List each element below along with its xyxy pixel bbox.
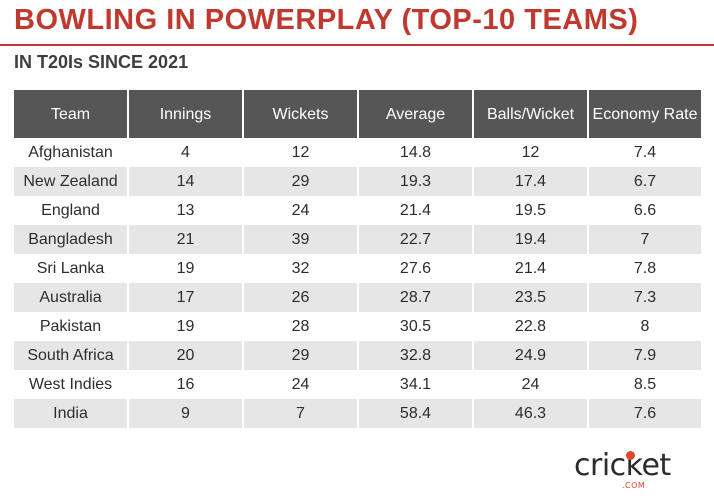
stat-cell: 23.5 xyxy=(474,283,587,312)
stat-cell: 32.8 xyxy=(359,341,472,370)
stat-cell: 21.4 xyxy=(474,254,587,283)
stat-cell: 28 xyxy=(244,312,357,341)
team-name-cell: Afghanistan xyxy=(14,138,127,167)
stat-cell: 29 xyxy=(244,341,357,370)
stat-cell: 19 xyxy=(129,254,242,283)
stat-cell: 7.9 xyxy=(589,341,701,370)
stat-cell: 13 xyxy=(129,196,242,225)
stat-cell: 19.5 xyxy=(474,196,587,225)
team-name-cell: New Zealand xyxy=(14,167,127,196)
team-name-cell: South Africa xyxy=(14,341,127,370)
team-name-cell: Australia xyxy=(14,283,127,312)
stat-cell: 58.4 xyxy=(359,399,472,428)
column-header: Balls/Wicket xyxy=(474,90,587,138)
team-name-cell: England xyxy=(14,196,127,225)
stat-cell: 19.4 xyxy=(474,225,587,254)
stat-cell: 6.7 xyxy=(589,167,701,196)
stat-cell: 21.4 xyxy=(359,196,472,225)
stat-cell: 7 xyxy=(244,399,357,428)
stat-cell: 12 xyxy=(474,138,587,167)
stat-cell: 17.4 xyxy=(474,167,587,196)
column-header: Innings xyxy=(129,90,242,138)
stat-cell: 7.8 xyxy=(589,254,701,283)
cricket-com-logo: cricket .COM xyxy=(574,448,692,490)
team-name-cell: West Indies xyxy=(14,370,127,399)
table-row: Australia 17 26 28.7 23.5 7.3 xyxy=(14,283,701,312)
stat-cell: 26 xyxy=(244,283,357,312)
stat-cell: 39 xyxy=(244,225,357,254)
logo-dot-icon xyxy=(626,451,635,460)
stat-cell: 7.3 xyxy=(589,283,701,312)
table-row: India 9 7 58.4 46.3 7.6 xyxy=(14,399,701,428)
table-body: Afghanistan 4 12 14.8 12 7.4 New Zealand 14 29 19… xyxy=(14,138,701,428)
stat-cell: 22.8 xyxy=(474,312,587,341)
stat-cell: 30.5 xyxy=(359,312,472,341)
stat-cell: 34.1 xyxy=(359,370,472,399)
page-title: BOWLING IN POWERPLAY (TOP-10 TEAMS) xyxy=(14,4,639,36)
stat-cell: 21 xyxy=(129,225,242,254)
stat-cell: 22.7 xyxy=(359,225,472,254)
table-row: Sri Lanka 19 32 27.6 21.4 7.8 xyxy=(14,254,701,283)
team-name-cell: Sri Lanka xyxy=(14,254,127,283)
table-row: South Africa 20 29 32.8 24.9 7.9 xyxy=(14,341,701,370)
table-row: Bangladesh 21 39 22.7 19.4 7 xyxy=(14,225,701,254)
stat-cell: 19.3 xyxy=(359,167,472,196)
table-row: New Zealand 14 29 19.3 17.4 6.7 xyxy=(14,167,701,196)
table-row: Afghanistan 4 12 14.8 12 7.4 xyxy=(14,138,701,167)
team-name-cell: Pakistan xyxy=(14,312,127,341)
stat-cell: 17 xyxy=(129,283,242,312)
stat-cell: 46.3 xyxy=(474,399,587,428)
stat-cell: 28.7 xyxy=(359,283,472,312)
stat-cell: 24 xyxy=(244,196,357,225)
stat-cell: 7.6 xyxy=(589,399,701,428)
table-row: England 13 24 21.4 19.5 6.6 xyxy=(14,196,701,225)
stat-cell: 24 xyxy=(244,370,357,399)
column-header: Team xyxy=(14,90,127,138)
stat-cell: 16 xyxy=(129,370,242,399)
stat-cell: 7 xyxy=(589,225,701,254)
column-header: Economy Rate xyxy=(589,90,701,138)
stat-cell: 12 xyxy=(244,138,357,167)
logo-suffix: .COM xyxy=(622,481,646,490)
stat-cell: 24.9 xyxy=(474,341,587,370)
bowling-stats-table: Team Innings Wickets Average Balls/Wicket Eco… xyxy=(12,90,703,428)
team-name-cell: Bangladesh xyxy=(14,225,127,254)
stat-cell: 6.6 xyxy=(589,196,701,225)
table-header-row: Team Innings Wickets Average Balls/Wicket Eco… xyxy=(14,90,701,138)
stat-cell: 27.6 xyxy=(359,254,472,283)
stat-cell: 8 xyxy=(589,312,701,341)
column-header: Wickets xyxy=(244,90,357,138)
stat-cell: 24 xyxy=(474,370,587,399)
stat-cell: 29 xyxy=(244,167,357,196)
page-subtitle: IN T20Is SINCE 2021 xyxy=(14,52,189,72)
logo-wordmark: cricket xyxy=(574,448,671,483)
column-header: Average xyxy=(359,90,472,138)
stat-cell: 7.4 xyxy=(589,138,701,167)
stat-cell: 14.8 xyxy=(359,138,472,167)
team-name-cell: India xyxy=(14,399,127,428)
table-row: Pakistan 19 28 30.5 22.8 8 xyxy=(14,312,701,341)
table-row: West Indies 16 24 34.1 24 8.5 xyxy=(14,370,701,399)
stat-cell: 8.5 xyxy=(589,370,701,399)
title-divider xyxy=(0,44,714,46)
stat-cell: 4 xyxy=(129,138,242,167)
stat-cell: 20 xyxy=(129,341,242,370)
stat-cell: 9 xyxy=(129,399,242,428)
stat-cell: 32 xyxy=(244,254,357,283)
stat-cell: 14 xyxy=(129,167,242,196)
stat-cell: 19 xyxy=(129,312,242,341)
